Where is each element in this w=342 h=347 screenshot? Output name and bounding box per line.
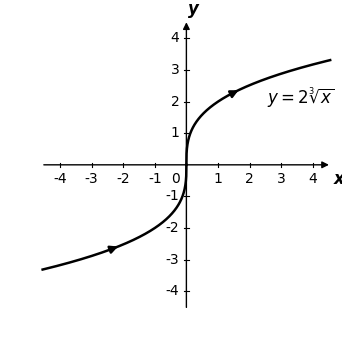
Text: x: x xyxy=(333,170,342,188)
Text: -4: -4 xyxy=(53,172,67,186)
Text: -2: -2 xyxy=(166,221,180,235)
Text: $y = 2\sqrt[3]{x}$: $y = 2\sqrt[3]{x}$ xyxy=(267,86,335,110)
Text: 0: 0 xyxy=(171,172,180,186)
Text: 3: 3 xyxy=(171,63,180,77)
Text: 1: 1 xyxy=(213,172,222,186)
Text: 2: 2 xyxy=(245,172,254,186)
Text: -4: -4 xyxy=(166,284,180,298)
Text: 4: 4 xyxy=(171,32,180,45)
Text: -1: -1 xyxy=(148,172,162,186)
Text: -2: -2 xyxy=(116,172,130,186)
Text: 3: 3 xyxy=(277,172,286,186)
Text: 2: 2 xyxy=(171,95,180,109)
Text: -3: -3 xyxy=(166,253,180,266)
Text: -1: -1 xyxy=(166,189,180,203)
Text: 1: 1 xyxy=(171,126,180,140)
Text: -3: -3 xyxy=(85,172,98,186)
Text: y: y xyxy=(188,0,199,18)
Text: 4: 4 xyxy=(308,172,317,186)
